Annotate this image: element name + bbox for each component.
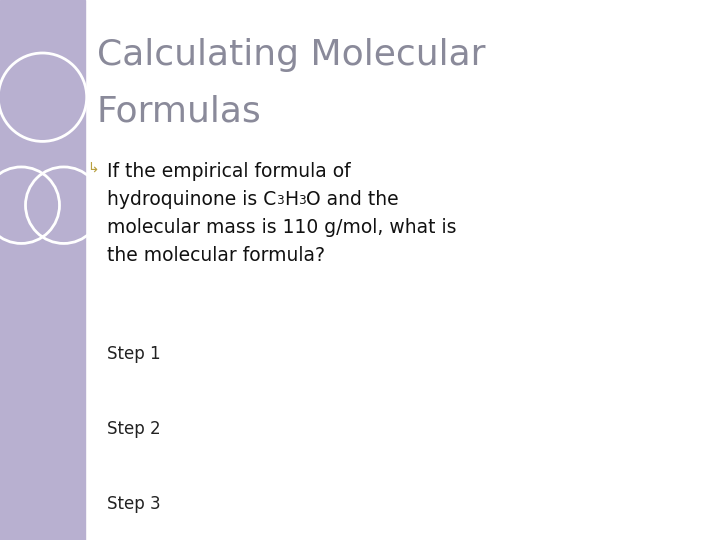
Text: the molecular formula?: the molecular formula?	[107, 246, 325, 265]
Text: molecular mass is 110 g/mol, what is: molecular mass is 110 g/mol, what is	[107, 218, 456, 237]
Text: Calculating Molecular: Calculating Molecular	[97, 38, 485, 72]
Text: ↳: ↳	[87, 162, 99, 176]
Text: If the empirical formula of: If the empirical formula of	[107, 162, 351, 181]
Text: Step 3: Step 3	[107, 495, 161, 513]
Text: 3: 3	[276, 194, 284, 207]
Text: hydroquinone is C: hydroquinone is C	[107, 190, 276, 209]
Text: Step 2: Step 2	[107, 420, 161, 438]
Text: 3: 3	[298, 194, 306, 207]
Text: O and the: O and the	[306, 190, 398, 209]
Bar	[0, 0, 85, 540]
Text: H: H	[284, 190, 298, 209]
Text: Formulas: Formulas	[97, 95, 262, 129]
Text: Step 1: Step 1	[107, 345, 161, 363]
